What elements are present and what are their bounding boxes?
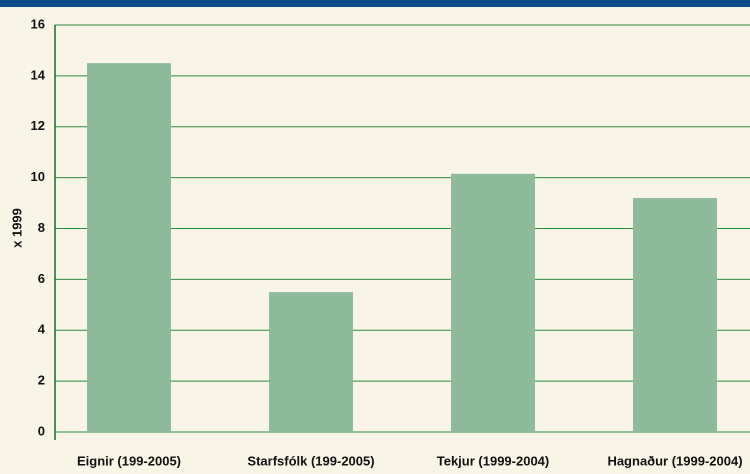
x-tick-label: Starfsfólk (199-2005) (247, 453, 374, 468)
y-tick-label: 8 (38, 220, 45, 235)
y-tick-label: 12 (31, 118, 45, 133)
y-tick-label: 0 (38, 423, 45, 438)
x-tick-label: Hagnaður (1999-2004) (607, 453, 742, 468)
y-tick-label: 4 (38, 322, 46, 337)
bar (633, 197, 717, 432)
y-tick-label: 10 (31, 169, 45, 184)
x-tick-label: Eignir (199-2005) (77, 453, 181, 468)
y-tick-label: 16 (31, 16, 45, 31)
y-tick-label: 14 (31, 67, 46, 82)
y-axis-label: x 1999 (9, 208, 24, 248)
top-band (0, 0, 750, 7)
x-tick-label: Tekjur (1999-2004) (437, 453, 550, 468)
y-tick-label: 6 (38, 271, 45, 286)
y-tick-label: 2 (38, 373, 45, 388)
bar (87, 63, 171, 432)
bar (269, 292, 353, 432)
bar (451, 173, 535, 432)
